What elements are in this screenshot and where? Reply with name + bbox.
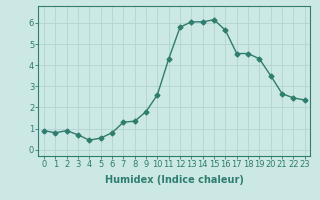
X-axis label: Humidex (Indice chaleur): Humidex (Indice chaleur) bbox=[105, 175, 244, 185]
